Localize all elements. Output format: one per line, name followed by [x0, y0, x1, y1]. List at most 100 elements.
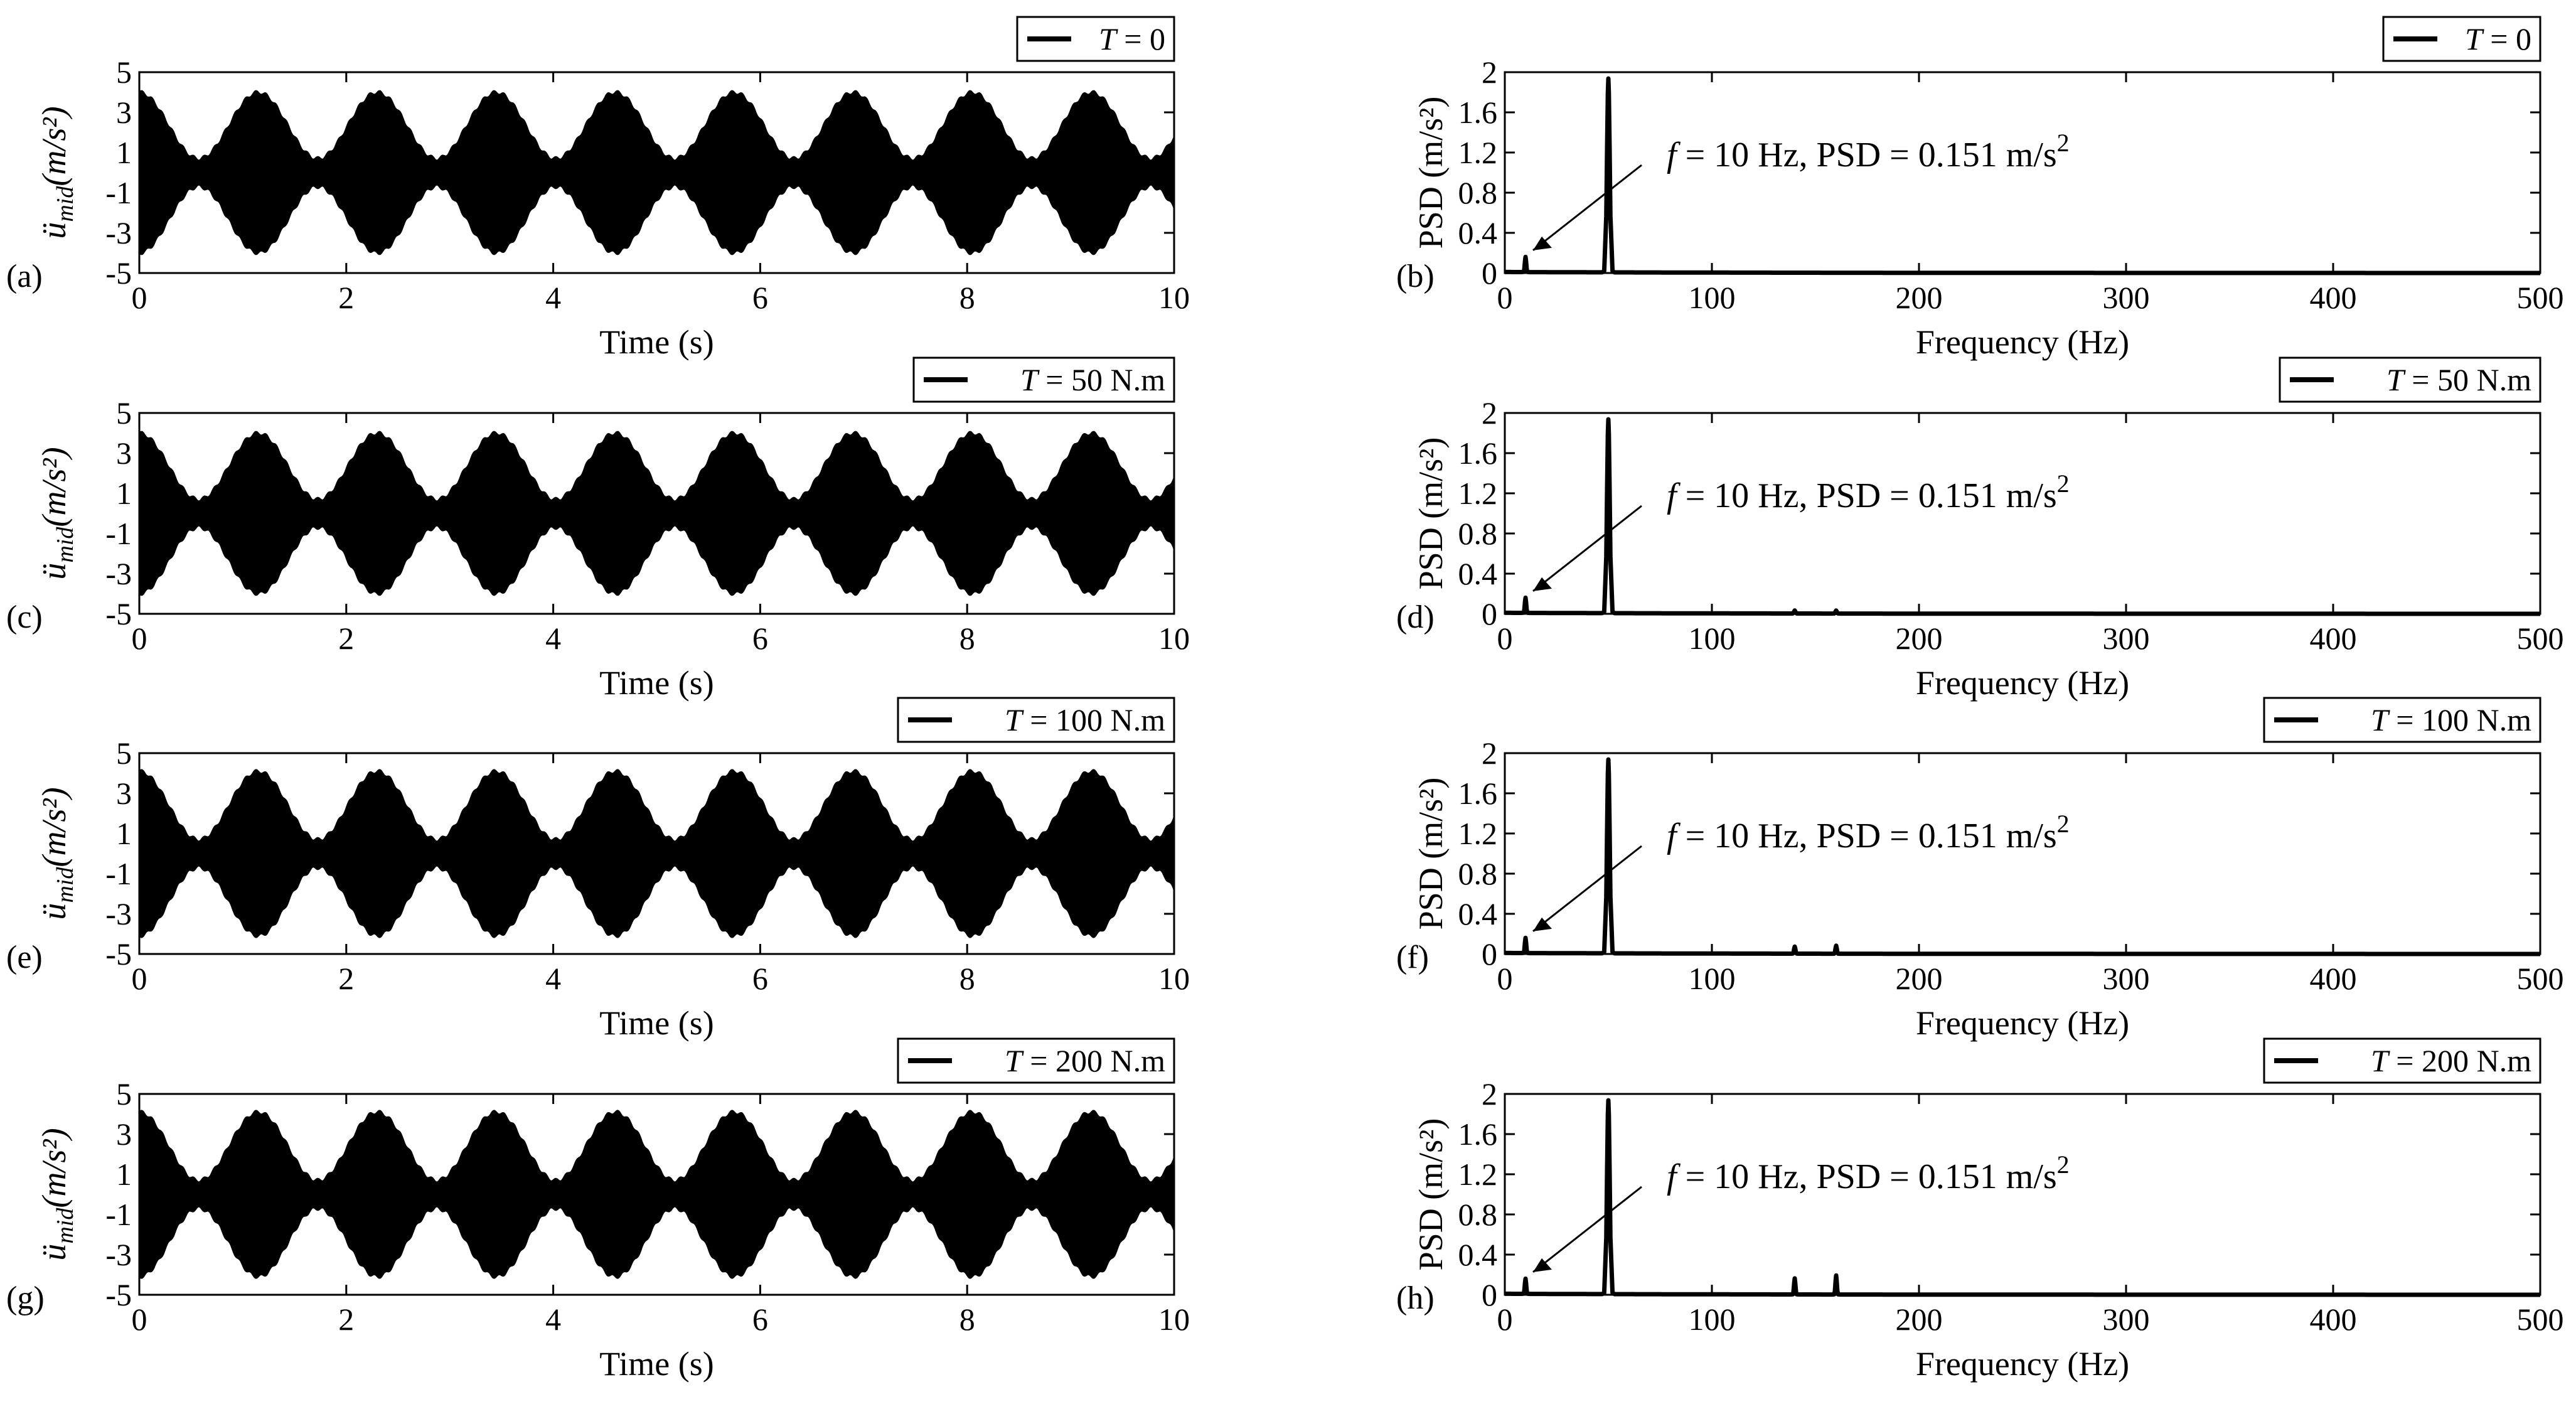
subplot-g: 0 2 4 6 8 10 -5 -3 -1 1 3 5 Time (s) ümid(m/s²) (g) T =…	[6, 1037, 1190, 1383]
y-tick-label: -5	[105, 596, 132, 631]
signal-envelope	[139, 769, 1175, 938]
y-axis-label: ümid(m/s²)	[35, 106, 78, 238]
x-tick-label: 2	[338, 1302, 354, 1337]
legend-label: T = 100 N.m	[2371, 702, 2531, 737]
x-tick-label: 100	[1689, 1302, 1736, 1337]
x-tick-label: 4	[545, 1302, 561, 1337]
legend-label: T = 200 N.m	[1005, 1043, 1165, 1078]
annotation-arrowhead	[1533, 236, 1552, 250]
y-tick-label: -1	[105, 856, 132, 891]
subplot-b: 0 100 200 300 400 500 0 0.4 0.8 1.2 1.6 2 Frequency …	[1396, 16, 2564, 361]
axes-box	[138, 412, 1175, 615]
x-tick-label: 500	[2517, 621, 2564, 656]
x-tick-label: 500	[2517, 1302, 2564, 1337]
y-tick-label: 1	[116, 476, 132, 511]
legend-label: T = 200 N.m	[2371, 1043, 2531, 1078]
y-tick-label: 0.4	[1458, 556, 1498, 591]
annotation-text: f = 10 Hz, PSD = 0.151 m/s2	[1667, 1150, 2070, 1196]
x-tick-label: 300	[2103, 961, 2150, 996]
panel-label: (a)	[6, 259, 43, 294]
axes-box	[1504, 71, 2541, 274]
y-tick-label: -3	[105, 896, 132, 931]
x-tick-label: 0	[1497, 280, 1513, 315]
x-axis-label: Time (s)	[599, 664, 714, 702]
y-tick-label: 1.2	[1458, 1157, 1498, 1192]
panel-label: (h)	[1396, 1280, 1435, 1316]
x-tick-label: 200	[1896, 961, 1943, 996]
y-tick-label: 0.8	[1458, 1197, 1498, 1232]
x-tick-label: 2	[338, 621, 354, 656]
subplot-c: 0 2 4 6 8 10 -5 -3 -1 1 3 5 Time (s) ümid(m/s²) (c) T =…	[6, 356, 1190, 702]
psd-line	[1504, 76, 2541, 276]
x-tick-label: 0	[132, 1302, 147, 1337]
x-tick-label: 8	[959, 280, 975, 315]
subplot-e: 0 2 4 6 8 10 -5 -3 -1 1 3 5 Time (s) ümid(m/s²) (e) T =…	[6, 697, 1190, 1042]
y-tick-label: 0.4	[1458, 896, 1498, 931]
x-axis-label: Frequency (Hz)	[1916, 664, 2129, 702]
y-tick-label: 1.2	[1458, 476, 1498, 511]
x-tick-label: 300	[2103, 621, 2150, 656]
x-axis-label: Frequency (Hz)	[1916, 1004, 2129, 1042]
x-tick-label: 200	[1896, 1302, 1943, 1337]
psd-line	[1504, 417, 2541, 616]
y-tick-label: 0	[1482, 1277, 1497, 1312]
x-tick-label: 0	[132, 961, 147, 996]
y-tick-label: 1	[116, 135, 132, 170]
y-tick-label: 2	[1482, 736, 1497, 771]
y-axis-label: ümid(m/s²)	[35, 447, 78, 579]
x-tick-label: 0	[132, 280, 147, 315]
y-tick-label: 1.6	[1458, 436, 1498, 471]
x-tick-label: 0	[1497, 961, 1513, 996]
x-tick-label: 0	[1497, 1302, 1513, 1337]
axes-box	[138, 1093, 1175, 1296]
x-tick-label: 300	[2103, 280, 2150, 315]
x-tick-label: 400	[2310, 1302, 2357, 1337]
y-tick-label: 0.4	[1458, 1237, 1498, 1272]
x-tick-label: 200	[1896, 621, 1943, 656]
x-tick-label: 4	[545, 621, 561, 656]
panel-label: (b)	[1396, 259, 1435, 294]
legend-label: T = 0	[1099, 21, 1165, 56]
axes-box	[1504, 412, 2541, 615]
axes-box	[1504, 752, 2541, 955]
y-tick-label: -1	[105, 175, 132, 210]
y-tick-label: 1.2	[1458, 135, 1498, 170]
x-tick-label: 300	[2103, 1302, 2150, 1337]
x-tick-label: 2	[338, 961, 354, 996]
x-tick-label: 4	[545, 280, 561, 315]
y-tick-label: -3	[105, 556, 132, 591]
y-axis-label: ümid(m/s²)	[35, 1128, 78, 1260]
x-axis-label: Time (s)	[599, 323, 714, 361]
annotation-text: f = 10 Hz, PSD = 0.151 m/s2	[1667, 129, 2070, 174]
y-tick-label: 1.6	[1458, 776, 1498, 811]
x-tick-label: 200	[1896, 280, 1943, 315]
psd-line	[1504, 757, 2541, 956]
x-tick-label: 500	[2517, 961, 2564, 996]
annotation-arrowhead	[1533, 1258, 1552, 1272]
annotation-arrow	[1532, 164, 1642, 252]
y-tick-label: 0.8	[1458, 175, 1498, 210]
y-tick-label: -1	[105, 1197, 132, 1232]
y-tick-label: 3	[116, 436, 132, 471]
x-tick-label: 8	[959, 621, 975, 656]
y-tick-label: 2	[1482, 55, 1497, 90]
x-tick-label: 2	[338, 280, 354, 315]
y-tick-label: 3	[116, 776, 132, 811]
y-axis-label: PSD (m/s²)	[1412, 437, 1450, 590]
y-tick-label: 0.8	[1458, 516, 1498, 551]
y-tick-label: 1.2	[1458, 816, 1498, 851]
x-tick-label: 100	[1689, 280, 1736, 315]
legend-label: T = 50 N.m	[1020, 362, 1165, 397]
y-tick-label: -5	[105, 255, 132, 291]
y-tick-label: 5	[116, 736, 132, 771]
x-tick-label: 10	[1158, 961, 1190, 996]
panel-label: (g)	[6, 1280, 45, 1316]
y-tick-label: 1	[116, 816, 132, 851]
x-tick-label: 10	[1158, 280, 1190, 315]
y-tick-label: 1.6	[1458, 1117, 1498, 1152]
y-tick-label: 0.8	[1458, 856, 1498, 891]
y-tick-label: -5	[105, 936, 132, 972]
x-tick-label: 6	[752, 1302, 768, 1337]
y-tick-label: 0.4	[1458, 215, 1498, 250]
y-tick-label: 5	[116, 1076, 132, 1112]
